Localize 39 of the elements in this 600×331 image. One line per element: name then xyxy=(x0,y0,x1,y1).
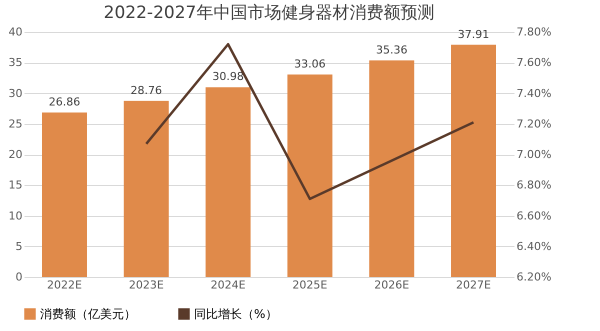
x-tick-label: 2027E xyxy=(456,278,492,292)
data-label: 30.98 xyxy=(212,70,244,84)
data-label: 26.86 xyxy=(48,95,80,108)
x-tick-label: 2022E xyxy=(47,278,82,292)
y-tick-label: 25 xyxy=(8,117,22,130)
y2-tick-label: 7.20% xyxy=(516,117,552,130)
legend-label: 消费额（亿美元） xyxy=(40,307,136,321)
bar xyxy=(42,112,87,277)
bar xyxy=(124,100,169,277)
data-label: 35.36 xyxy=(376,43,408,56)
y2-tick-label: 6.20% xyxy=(516,270,552,284)
bar xyxy=(369,60,414,277)
x-tick-label: 2026E xyxy=(374,278,410,292)
data-label: 28.76 xyxy=(130,84,162,97)
data-label: 33.06 xyxy=(294,58,326,71)
x-tick-label: 2024E xyxy=(210,278,246,292)
legend-label: 同比增长（%） xyxy=(194,307,278,321)
x-tick-label: 2023E xyxy=(128,278,164,292)
y2-tick-label: 7.00% xyxy=(516,148,552,161)
y2-tick-label: 7.80% xyxy=(516,26,552,38)
y2-tick-label: 7.40% xyxy=(516,86,552,100)
y-tick-label: 40 xyxy=(8,26,22,38)
y-tick-label: 10 xyxy=(8,209,22,222)
y-tick-label: 15 xyxy=(8,178,22,192)
x-tick-label: 2025E xyxy=(292,278,328,292)
data-label: 37.91 xyxy=(458,28,490,41)
y-tick-label: 0 xyxy=(16,270,22,284)
bar xyxy=(451,44,496,277)
y2-tick-label: 6.80% xyxy=(516,178,552,192)
bar xyxy=(206,87,251,277)
bar xyxy=(287,74,332,277)
y2-tick-label: 6.40% xyxy=(516,240,552,253)
y2-tick-label: 7.60% xyxy=(516,56,552,70)
y-tick-label: 35 xyxy=(8,56,22,70)
chart-title: 2022-2027年中国市场健身器材消费额预测 xyxy=(104,3,434,23)
y2-tick-label: 6.60% xyxy=(516,209,552,222)
y-tick-label: 30 xyxy=(8,86,22,100)
y-tick-label: 5 xyxy=(16,240,22,253)
y-tick-label: 20 xyxy=(8,148,22,161)
